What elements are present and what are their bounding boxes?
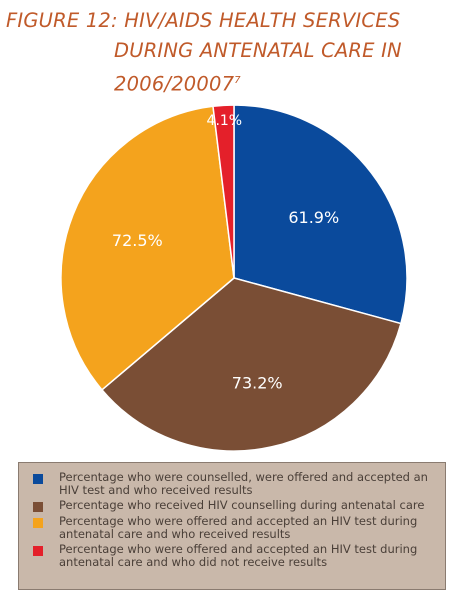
- slice-received-counselling: [100, 277, 402, 452]
- slice-tested-received-results: [60, 105, 235, 391]
- legend-swatch: [33, 502, 43, 512]
- slice-value-label: 72.5%: [112, 231, 163, 250]
- slice-value-label: 73.2%: [232, 374, 283, 393]
- legend-swatch: [33, 474, 43, 484]
- legend-label: Percentage who were offered and accepted…: [59, 514, 418, 541]
- chart-title-line-3-text: 2006/20007: [114, 72, 235, 96]
- slice-counselled-tested-results: [233, 104, 408, 325]
- chart-legend: Percentage who were counselled, were off…: [18, 462, 446, 590]
- legend-label: Percentage who received HIV counselling …: [59, 498, 425, 512]
- slice-tested-no-results: [212, 104, 235, 279]
- pie-chart: 61.9% 73.2% 72.5% 4.1%: [60, 104, 408, 452]
- slice-value-label: 4.1%: [207, 113, 243, 129]
- legend-label: Percentage who were offered and accepted…: [59, 542, 418, 569]
- legend-item: Percentage who received HIV counselling …: [33, 499, 435, 512]
- legend-item: Percentage who were offered and accepted…: [33, 515, 435, 540]
- chart-title: FIGURE 12: HIV/AIDS HEALTH SERVICES DURI…: [6, 6, 446, 100]
- slice-value-label: 61.9%: [288, 208, 339, 227]
- legend-label: Percentage who were counselled, were off…: [59, 470, 428, 497]
- chart-title-line-3: 2006/200077: [6, 66, 446, 100]
- chart-title-line-1: FIGURE 12: HIV/AIDS HEALTH SERVICES: [6, 9, 401, 32]
- legend-swatch: [33, 546, 43, 556]
- legend-swatch: [33, 518, 43, 528]
- chart-title-footnote: 7: [234, 75, 241, 86]
- legend-item: Percentage who were counselled, were off…: [33, 471, 435, 496]
- chart-title-line-2: DURING ANTENATAL CARE IN: [114, 39, 402, 62]
- legend-item: Percentage who were offered and accepted…: [33, 543, 435, 568]
